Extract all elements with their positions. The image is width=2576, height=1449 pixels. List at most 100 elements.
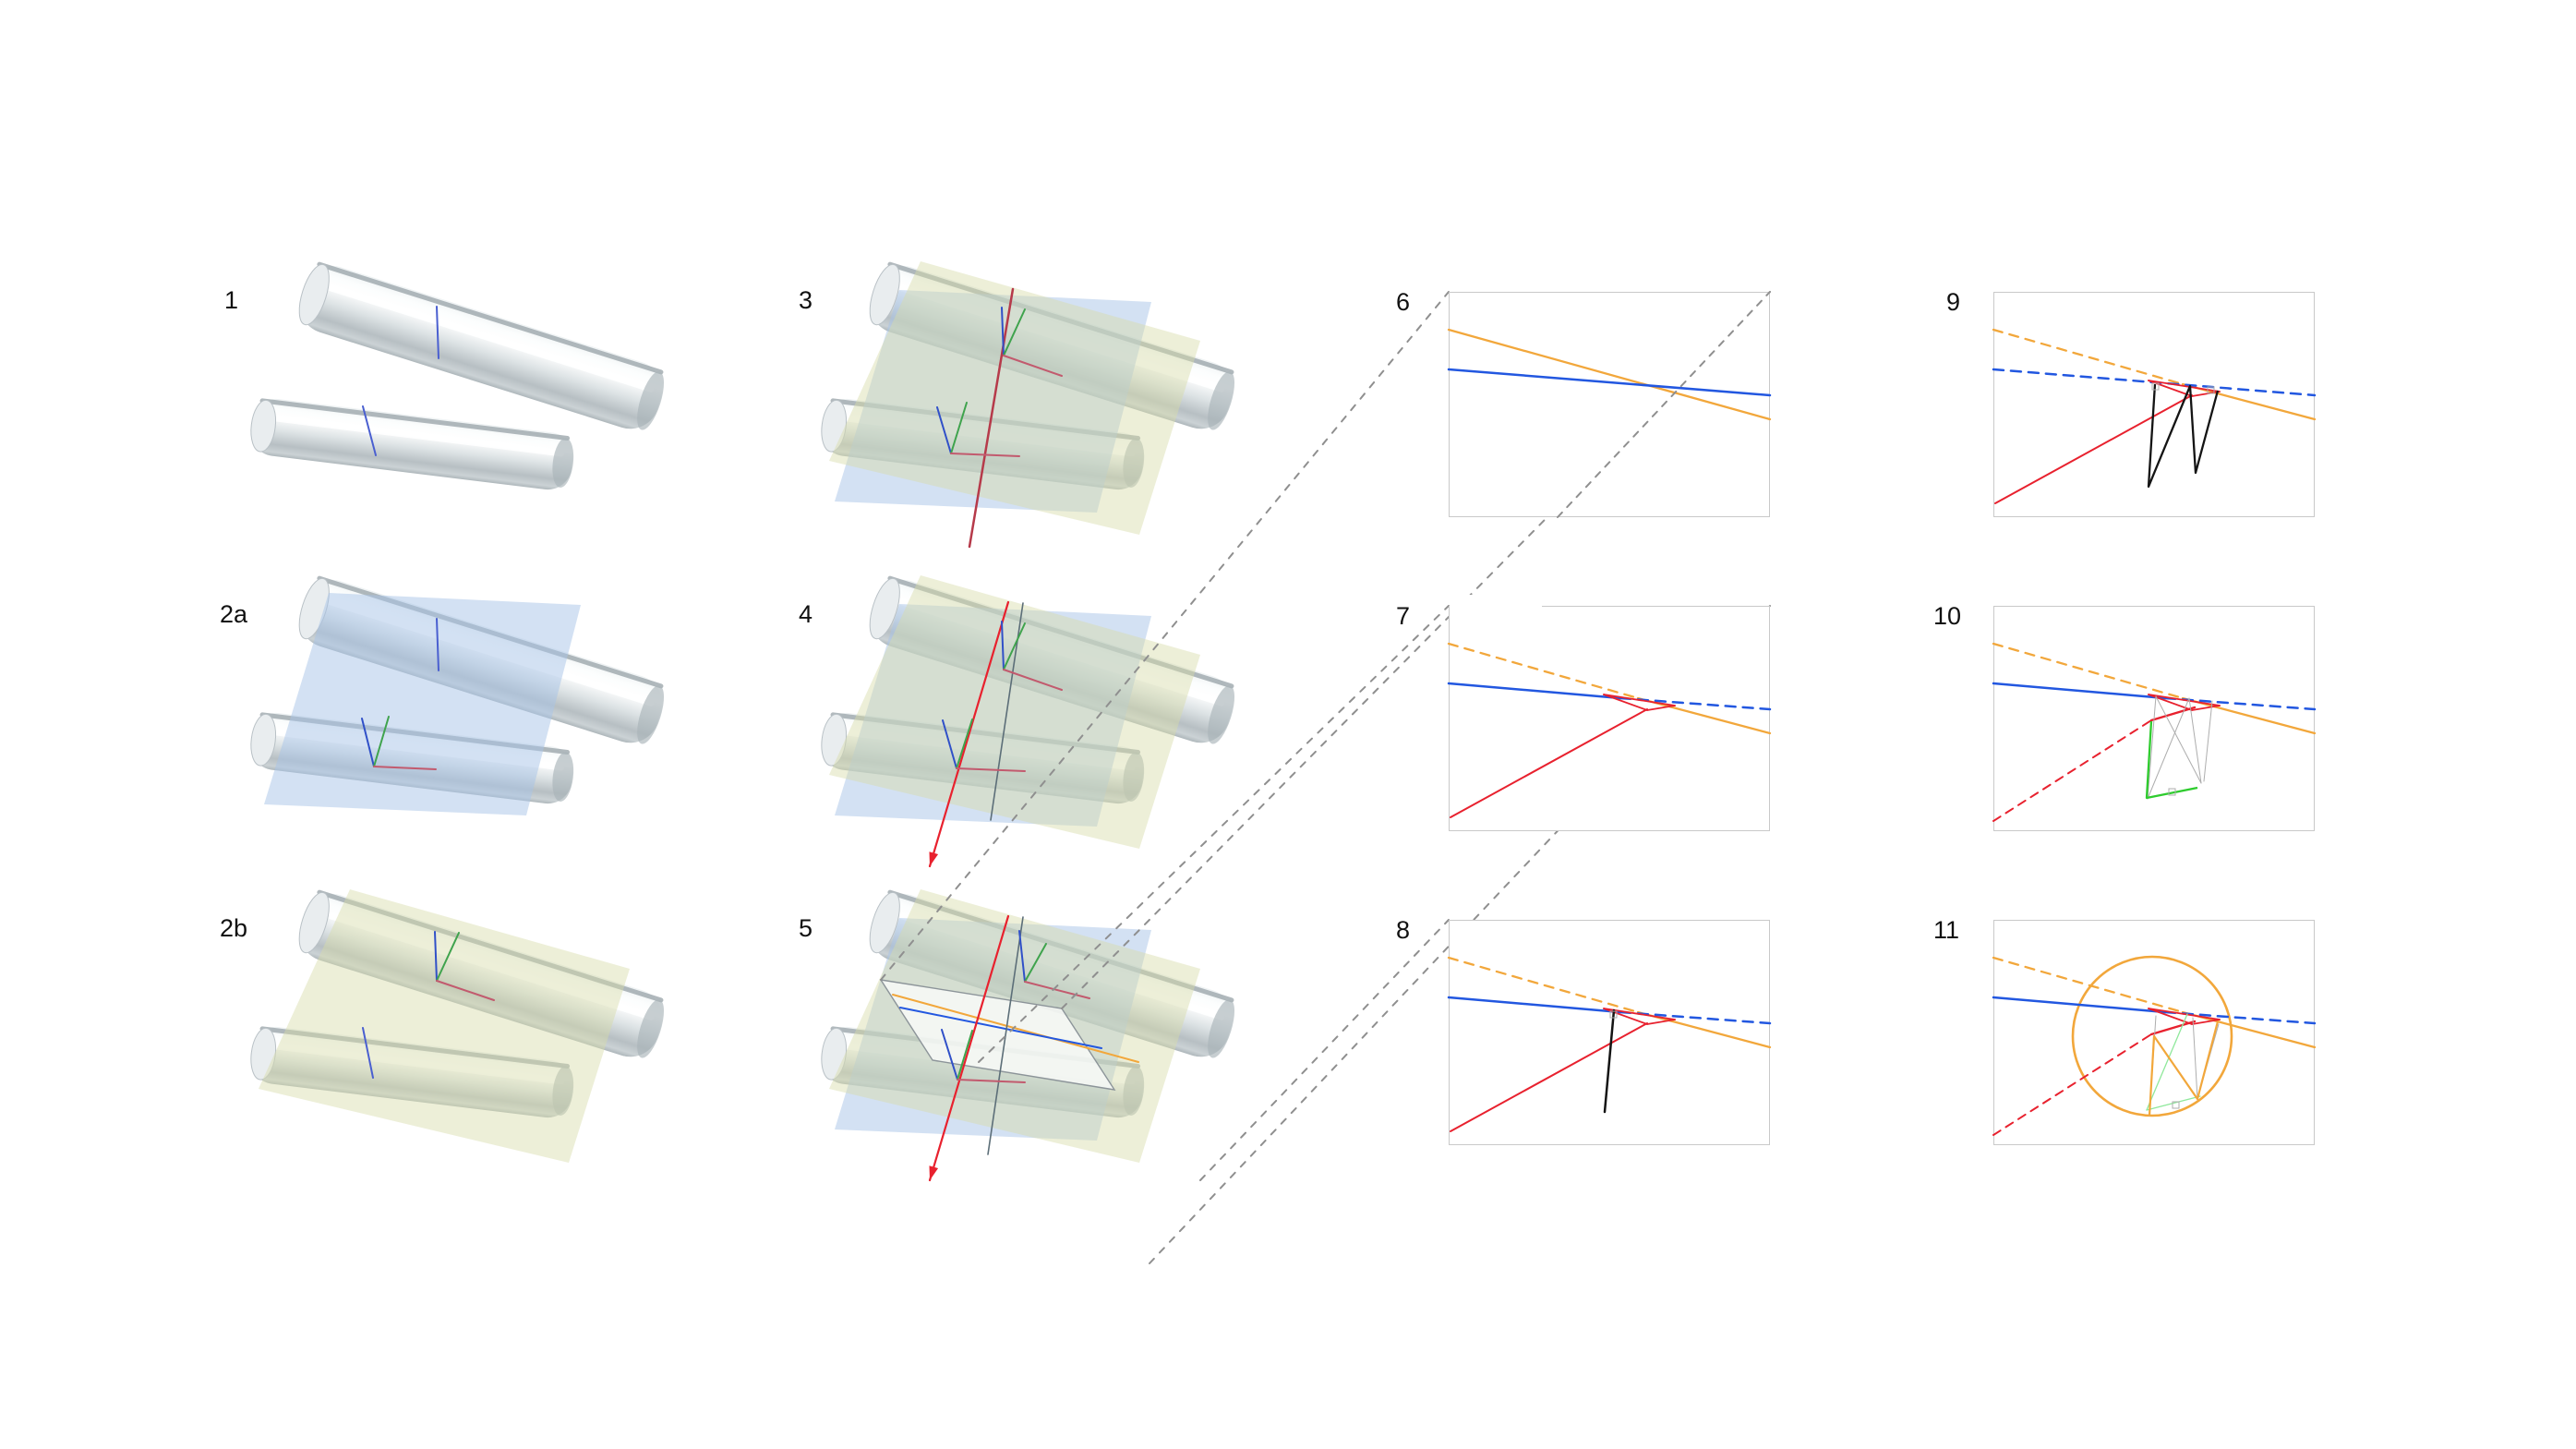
red-curve xyxy=(2191,1019,2221,1025)
frame-axis-green xyxy=(957,1030,973,1081)
connector-dashed-line xyxy=(1061,291,1771,1009)
coordinate-frame xyxy=(1001,621,1063,691)
scene-line xyxy=(968,287,1015,549)
frame-axis-green xyxy=(1024,943,1047,983)
ltgreen-curve xyxy=(2146,1095,2201,1111)
red-curve xyxy=(1994,394,2193,504)
coordinate-frame xyxy=(1001,307,1063,377)
tube-end-cap xyxy=(298,263,330,326)
orange-polyline xyxy=(2148,1020,2220,1117)
thin-curve xyxy=(2147,697,2190,800)
intersection-arrow xyxy=(928,600,1010,868)
orange-curve xyxy=(1992,642,2185,700)
yellow-plane xyxy=(259,889,630,1163)
tube-end-cap xyxy=(821,1027,848,1081)
blue-curve xyxy=(1992,682,2167,700)
thin-curve xyxy=(2203,700,2213,782)
box10-lines-svg xyxy=(1992,642,2317,822)
red-curve xyxy=(1992,719,2152,822)
panel-2a xyxy=(250,575,665,815)
scene-line xyxy=(899,1007,1102,1049)
red-curve xyxy=(2148,1008,2221,1020)
tube-end-cap xyxy=(298,891,330,954)
frame-axis-blue xyxy=(361,718,375,767)
panel-label-1: 1 xyxy=(224,286,239,314)
cylinder-tube xyxy=(298,261,665,430)
cylinder-tube xyxy=(250,398,574,490)
panel-3 xyxy=(821,261,1235,549)
yellow-plane xyxy=(829,261,1200,535)
tube-end-shadow xyxy=(1208,685,1235,744)
tube-rim xyxy=(317,261,664,375)
coordinate-frame xyxy=(434,931,495,1001)
red-curve xyxy=(1646,705,1676,711)
scene-line xyxy=(892,994,1139,1063)
frame-axis-blue xyxy=(1001,621,1005,670)
panel-4 xyxy=(821,575,1235,868)
cylinder-tube xyxy=(250,1026,574,1118)
panel-label-2a: 2a xyxy=(220,600,248,628)
tube-highlight xyxy=(261,1042,564,1085)
panel-label-5: 5 xyxy=(799,914,813,942)
box11-lines-svg xyxy=(1992,955,2317,1136)
right-angle-marker xyxy=(2172,1101,2180,1109)
panel-label-11: 11 xyxy=(1933,916,1960,944)
connector-dashed-line xyxy=(880,291,1450,981)
coordinate-frame xyxy=(361,716,437,770)
plot-box-11 xyxy=(1992,920,2317,1145)
tube-end-cap xyxy=(869,263,900,326)
thin-curve xyxy=(2188,697,2202,784)
blue-plane xyxy=(264,593,581,815)
conn-curve xyxy=(1557,291,1771,518)
red-curve xyxy=(2148,694,2221,706)
panel-label-9: 9 xyxy=(1946,288,1961,316)
box8-lines-svg xyxy=(1447,956,1772,1132)
tube-highlight xyxy=(314,281,655,392)
ltgreen-curve xyxy=(2146,1013,2188,1111)
frame-axis-green xyxy=(1003,308,1026,356)
black-curve xyxy=(1603,1008,1616,1114)
orange-curve xyxy=(1447,328,1772,421)
panel-label-6: 6 xyxy=(1396,288,1411,316)
intersection-arrow xyxy=(928,914,1010,1182)
box6-lines-svg xyxy=(1447,291,1772,518)
orange-curve xyxy=(1992,956,2185,1014)
scene-line xyxy=(436,618,439,671)
tube-rim xyxy=(259,398,571,441)
white-patch-artifact xyxy=(1450,595,1542,610)
frame-axis-green xyxy=(373,716,390,767)
blue-curve xyxy=(1447,368,1772,397)
panel-2b xyxy=(250,889,665,1163)
frame-axis-red xyxy=(373,766,437,770)
thin-curve xyxy=(2155,695,2202,784)
plot-box-10 xyxy=(1992,606,2317,831)
tube-end-shadow xyxy=(552,752,574,802)
frame-axis-red xyxy=(1003,355,1063,377)
red-curve xyxy=(1603,694,1676,706)
right-angle-marker xyxy=(2207,386,2215,394)
panel-label-4: 4 xyxy=(799,600,813,628)
red-curve xyxy=(1450,1022,1648,1132)
frame-axis-red xyxy=(957,1079,1026,1083)
tube-body xyxy=(250,1026,573,1118)
blue-curve xyxy=(1447,682,1622,700)
frame-axis-red xyxy=(956,767,1026,772)
frame-axis-blue xyxy=(936,406,952,454)
red-curve xyxy=(2149,706,2197,722)
panel-label-8: 8 xyxy=(1396,916,1411,944)
frame-axis-red xyxy=(1003,669,1063,691)
tube-end-cap xyxy=(869,577,900,640)
blue-curve xyxy=(1619,1010,1772,1025)
frame-axis-green xyxy=(950,402,968,454)
tube-end-shadow xyxy=(1123,752,1145,802)
blue-curve xyxy=(2163,1010,2317,1025)
red-curve xyxy=(1450,708,1648,818)
orange-curve xyxy=(1447,956,1640,1014)
tube-end-shadow xyxy=(637,371,665,430)
connector-dashed-line xyxy=(978,605,1450,1063)
green-polyline xyxy=(2145,720,2198,800)
tube-rim xyxy=(317,889,664,1003)
scene-line xyxy=(987,916,1024,1155)
